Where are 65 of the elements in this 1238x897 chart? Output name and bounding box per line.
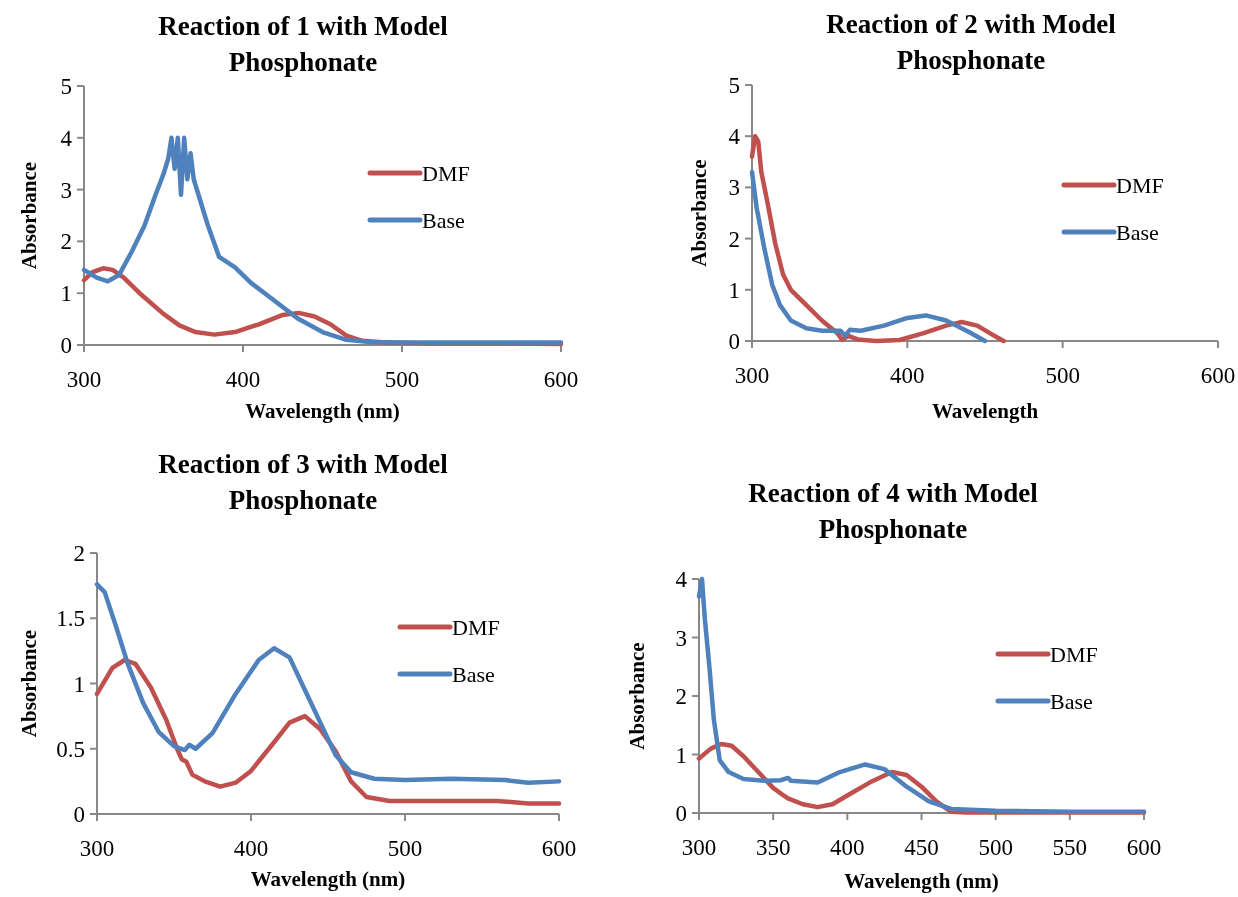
y-tick-label: 3 xyxy=(675,625,687,651)
x-axis-title: Wavelength xyxy=(931,399,1039,423)
x-tick-label: 450 xyxy=(904,835,939,860)
x-tick-label: 300 xyxy=(734,363,770,388)
y-tick-label: 2 xyxy=(73,541,85,566)
y-tick-label: 1 xyxy=(728,277,740,303)
x-tick-label: 400 xyxy=(225,367,261,392)
legend-label: DMF xyxy=(1050,642,1098,667)
x-tick-label: 350 xyxy=(755,835,791,860)
x-tick-label: 300 xyxy=(681,835,717,860)
y-axis-title: Absorbance xyxy=(687,159,711,267)
y-tick-label: 1 xyxy=(60,281,72,307)
x-tick-label: 400 xyxy=(233,836,269,861)
y-tick-label: 4 xyxy=(60,125,73,151)
y-axis-title: Absorbance xyxy=(17,161,41,270)
line-series xyxy=(749,133,1006,344)
x-axis-title: Wavelength (nm) xyxy=(844,869,999,893)
chart-title: Reaction of 2 with Model Phosphonate xyxy=(826,9,1117,75)
x-tick-label: 600 xyxy=(543,367,579,392)
line-series xyxy=(94,582,562,785)
y-tick-label: 4 xyxy=(728,124,741,150)
y-tick-label: 5 xyxy=(728,73,740,98)
x-tick-label: 400 xyxy=(890,363,925,388)
y-tick-label: 0 xyxy=(60,333,72,358)
x-tick-label: 500 xyxy=(384,367,420,392)
legend-label: Base xyxy=(1050,689,1093,714)
x-tick-label: 600 xyxy=(1126,835,1162,860)
y-tick-label: 2 xyxy=(728,226,740,252)
x-tick-label: 600 xyxy=(541,836,577,861)
y-tick-label: 0 xyxy=(728,329,740,354)
legend-label: DMF xyxy=(1116,173,1164,198)
legend-label: DMF xyxy=(422,161,470,186)
x-tick-label: 500 xyxy=(387,836,423,861)
legend-label: Base xyxy=(422,208,465,233)
chart-title: Reaction of 1 with Model Phosphonate xyxy=(158,11,449,77)
y-tick-label: 0 xyxy=(675,801,687,826)
y-tick-label: 1.5 xyxy=(56,606,85,632)
chart-title: Reaction of 3 with Model Phosphonate xyxy=(158,449,449,515)
legend-label: Base xyxy=(1116,220,1159,245)
y-axis-title: Absorbance xyxy=(17,629,41,738)
x-tick-label: 500 xyxy=(978,835,1013,860)
y-tick-label: 5 xyxy=(60,74,72,99)
y-tick-label: 2 xyxy=(675,684,687,709)
x-tick-label: 500 xyxy=(1045,363,1080,388)
x-tick-label: 300 xyxy=(66,367,102,392)
legend-label: DMF xyxy=(452,615,500,640)
y-tick-label: 0.5 xyxy=(56,736,85,762)
x-tick-label: 300 xyxy=(79,836,115,861)
y-tick-label: 1 xyxy=(73,671,85,697)
y-tick-label: 0 xyxy=(73,802,85,827)
y-tick-label: 1 xyxy=(675,742,687,768)
line-series xyxy=(94,657,562,806)
x-tick-label: 400 xyxy=(830,835,865,860)
y-tick-label: 4 xyxy=(675,567,688,592)
chart-title: Reaction of 4 with Model Phosphonate xyxy=(748,478,1039,544)
x-tick-label: 550 xyxy=(1052,835,1088,860)
y-tick-label: 2 xyxy=(60,229,72,255)
y-axis-title: Absorbance xyxy=(625,642,649,750)
x-axis-title: Wavelength (nm) xyxy=(250,867,406,891)
y-tick-label: 3 xyxy=(728,175,740,201)
y-tick-label: 3 xyxy=(60,177,72,203)
x-tick-label: 600 xyxy=(1200,363,1236,388)
legend-label: Base xyxy=(452,662,495,687)
line-series xyxy=(749,169,988,344)
x-axis-title: Wavelength (nm) xyxy=(245,399,400,423)
